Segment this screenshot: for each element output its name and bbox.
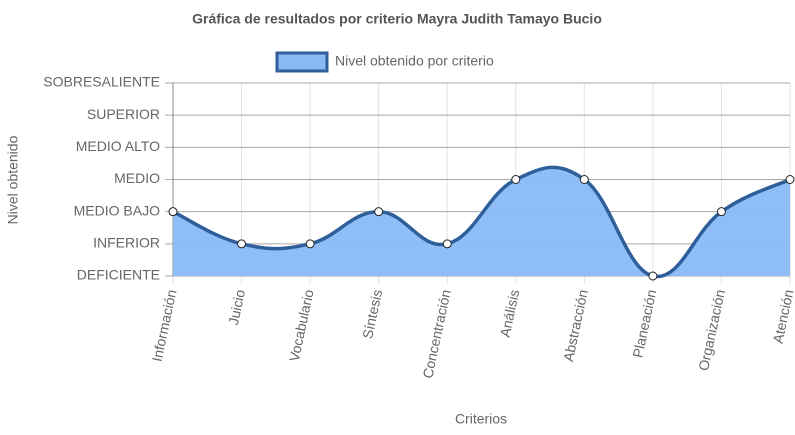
y-tick-label: MEDIO ALTO [76,138,160,154]
legend-label: Nivel obtenido por criterio [335,53,494,69]
y-tick-label: INFERIOR [93,235,160,251]
x-tick-label: Información [149,288,180,363]
x-tick-label: Juicio [225,288,248,327]
y-tick-label: DEFICIENTE [77,267,160,283]
x-tick-label: Síntesis [359,288,385,340]
point [511,175,521,184]
x-tick-label: Organización [695,288,728,372]
y-tick-label: MEDIO [114,170,160,186]
point [305,239,315,249]
chart-title: Gráfica de resultados por criterio Mayra… [192,11,602,27]
point [168,207,178,217]
point [785,175,795,184]
point [648,271,658,281]
x-tick-label: Vocabulario [286,288,317,363]
y-tick-label: MEDIO BAJO [74,202,160,218]
legend-swatch [275,51,329,73]
point [442,239,452,249]
point [237,239,247,249]
y-tick-label: SOBRESALIENTE [43,74,160,90]
point [374,207,384,217]
area [173,167,790,277]
x-tick-label: Planeación [629,288,659,359]
line [172,165,791,279]
x-axis-title: Criterios [455,411,507,427]
point [579,175,589,184]
point [716,207,726,217]
x-tick-label: Concentración [419,288,453,380]
y-tick-label: SUPERIOR [87,106,160,122]
x-tick-label: Atención [770,288,795,345]
x-tick-label: Abstracción [560,288,591,363]
y-axis-title: Nivel obtenido [5,135,21,224]
x-tick-label: Análisis [497,288,523,339]
